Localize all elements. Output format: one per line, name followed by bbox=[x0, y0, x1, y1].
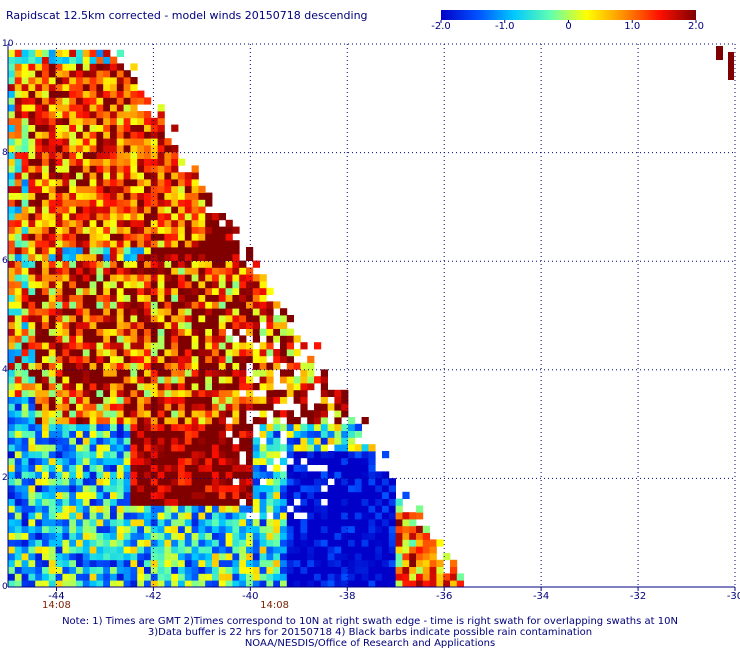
x-tick-label: -36 bbox=[436, 591, 453, 602]
colorbar-tick-label: -1.0 bbox=[494, 21, 515, 32]
y-tick-label: 10 bbox=[2, 39, 14, 49]
figure-title: Rapidscat 12.5km corrected - model winds… bbox=[6, 9, 368, 22]
y-tick-label: 4 bbox=[2, 364, 8, 375]
x-tick-label: -34 bbox=[532, 591, 550, 602]
x-tick-label: -32 bbox=[629, 591, 647, 602]
x-tick-label: -44 bbox=[48, 591, 65, 602]
x-tick-label: -38 bbox=[339, 591, 356, 602]
swath-fragment bbox=[728, 52, 734, 80]
note-line-3: NOAA/NESDIS/Office of Research and Appli… bbox=[244, 638, 496, 649]
x-tick-label: -40 bbox=[242, 591, 259, 602]
x-tick-label: -42 bbox=[145, 591, 162, 602]
note-line-2: 3)Data buffer is 22 hrs for 20150718 4) … bbox=[147, 627, 593, 638]
swath-fragment bbox=[716, 46, 723, 60]
x-tick-label: -30 bbox=[726, 591, 740, 602]
colorbar-tick-label: -2.0 bbox=[431, 21, 451, 32]
colorbar-tick-label: 1.0 bbox=[624, 21, 641, 32]
y-tick-label: 2 bbox=[2, 473, 8, 484]
y-tick-label: 0 bbox=[2, 582, 8, 592]
note-line-1: Note: 1) Times are GMT 2)Times correspon… bbox=[62, 616, 678, 627]
y-tick-label: 8 bbox=[2, 147, 8, 158]
time-label: 14:08 bbox=[42, 600, 71, 611]
y-tick-label: 6 bbox=[2, 256, 8, 267]
colorbar-tick-label: 0 bbox=[565, 21, 572, 32]
colorbar bbox=[441, 10, 696, 20]
time-label: 14:08 bbox=[260, 600, 289, 611]
colorbar-tick-label: 2.0 bbox=[688, 21, 704, 32]
wind-swath bbox=[8, 49, 464, 588]
